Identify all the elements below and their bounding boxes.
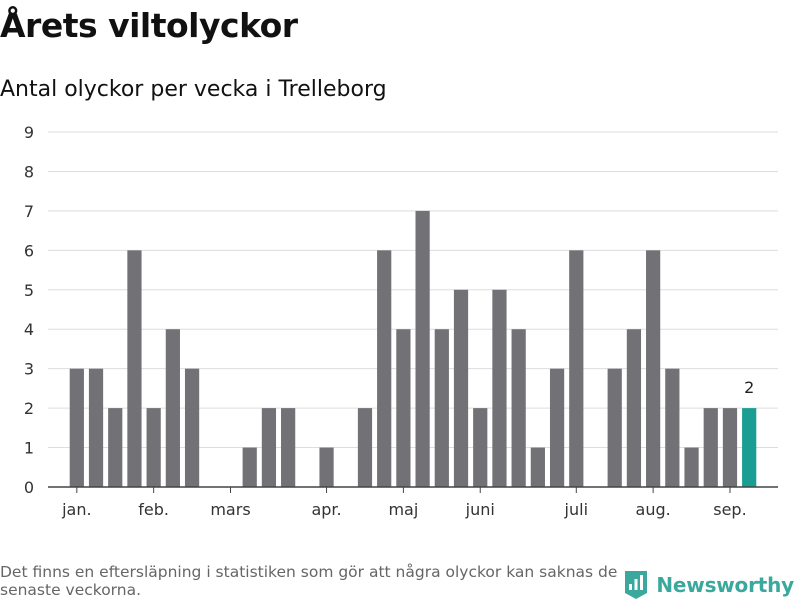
- bar: [146, 408, 161, 487]
- bar: [607, 368, 622, 487]
- bar: [184, 368, 200, 487]
- chart-title: Årets viltolyckor: [0, 6, 298, 45]
- bar: [319, 447, 334, 487]
- y-tick-label: 0: [24, 478, 34, 497]
- brand[interactable]: Newsworthy: [624, 568, 794, 602]
- x-tick-label: juli: [564, 500, 588, 519]
- bar: [703, 408, 718, 487]
- chart-subtitle: Antal olyckor per vecka i Trelleborg: [0, 77, 387, 102]
- y-tick-label: 7: [24, 202, 34, 221]
- bar: [108, 408, 123, 487]
- y-tick-label: 3: [24, 360, 34, 379]
- bar: [722, 408, 738, 487]
- bar: [261, 408, 277, 487]
- x-tick-label: apr.: [311, 500, 341, 519]
- bar-highlight: [742, 408, 757, 487]
- y-tick-label: 8: [24, 162, 34, 181]
- y-tick-label: 1: [24, 439, 34, 458]
- bar: [281, 408, 296, 487]
- bar-data-label: 2: [744, 378, 754, 397]
- bar: [646, 250, 661, 487]
- bar: [684, 447, 699, 487]
- bar: [165, 329, 180, 487]
- bar: [530, 447, 545, 487]
- bar: [377, 250, 392, 487]
- bar: [242, 447, 257, 487]
- y-tick-label: 5: [24, 281, 34, 300]
- x-tick-label: jan.: [61, 500, 91, 519]
- x-tick-label: maj: [388, 500, 418, 519]
- bar: [357, 408, 373, 487]
- bar-chart: 0 1 2 3 4 5 6 7 8 9 2 jan. feb. mars apr. maj juni juli…: [24, 123, 778, 519]
- bar: [453, 289, 469, 487]
- bar: [569, 250, 584, 487]
- bar: [396, 329, 411, 487]
- x-tick-label: juni: [465, 500, 495, 519]
- bar: [511, 329, 526, 487]
- footnote: Det finns en eftersläpning i statistiken…: [0, 563, 618, 599]
- y-tick-label: 9: [24, 123, 34, 142]
- y-tick-label: 6: [24, 241, 34, 260]
- x-tick-label: sep.: [713, 500, 746, 519]
- bar: [415, 210, 430, 487]
- y-tick-label: 4: [24, 320, 34, 339]
- bar: [549, 368, 565, 487]
- newsworthy-logo-icon: [625, 571, 648, 599]
- bars: 2: [69, 210, 757, 487]
- x-tick-label: feb.: [138, 500, 169, 519]
- bar: [69, 368, 84, 487]
- brand-name: Newsworthy: [656, 573, 794, 597]
- y-axis-ticks: 0 1 2 3 4 5 6 7 8 9: [24, 123, 34, 497]
- bar: [88, 368, 104, 487]
- x-tick-label: aug.: [636, 500, 671, 519]
- bar: [434, 329, 449, 487]
- y-tick-label: 2: [24, 399, 34, 418]
- bar: [626, 329, 642, 487]
- x-axis-ticks: jan. feb. mars apr. maj juni juli aug. sep.: [48, 486, 778, 519]
- bar: [473, 408, 488, 487]
- bar: [665, 368, 680, 487]
- bar: [127, 250, 142, 487]
- x-tick-label: mars: [210, 500, 250, 519]
- bar: [492, 289, 507, 487]
